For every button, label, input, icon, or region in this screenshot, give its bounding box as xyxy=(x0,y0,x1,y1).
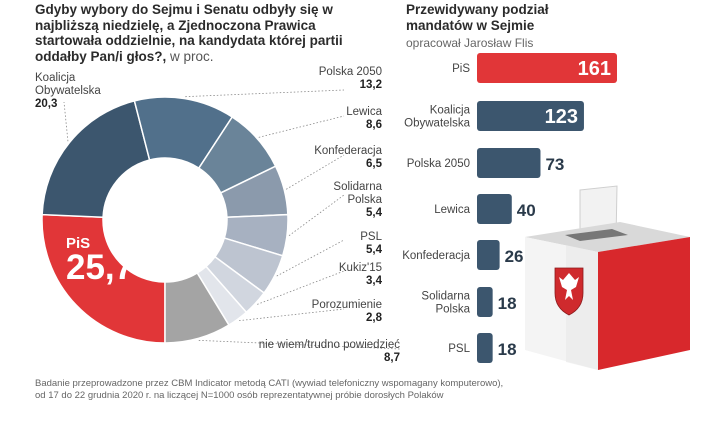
bar-pis xyxy=(477,53,617,83)
pie-label-value: 5,4 xyxy=(366,244,382,256)
bar-konfederacja xyxy=(477,240,500,270)
bar-chart: 161 PiS 123 Koalicja Obywatelska 73 Polska 205… xyxy=(402,53,617,363)
leader-line-konfederacja xyxy=(285,154,345,190)
pie-label-koalicja-obywatelska: Koalicja Obywatelska 20,3 xyxy=(35,72,101,111)
pie-label-psl: PSL 5,4 xyxy=(262,231,382,257)
pie-label-lewica: Lewica 8,6 xyxy=(262,106,382,132)
bar-category-lewica: Lewica xyxy=(434,204,470,216)
footnote-line2: od 17 do 22 grudnia 2020 r. na liczącej … xyxy=(35,389,444,401)
bar-category-solidarna-polska: Solidarna Polska xyxy=(421,291,470,316)
bar-value-polska-2050: 73 xyxy=(545,155,564,174)
pie-label-value: 8,6 xyxy=(366,119,382,131)
pie-label-value: 8,7 xyxy=(384,352,400,364)
leader-line-koalicja-obywatelska xyxy=(63,101,69,142)
pie-slice-nie-wiem-trudno-powiedzie xyxy=(164,271,230,344)
pie-label-kukiz-15: Kukiz'15 3,4 xyxy=(262,262,382,288)
pie-label-name: Solidarna xyxy=(333,181,382,193)
bar-category-polska-2050: Polska 2050 xyxy=(407,158,470,170)
leader-line-solidarna-polska xyxy=(288,194,345,236)
ballot-box-front-red xyxy=(598,237,690,370)
bar-value-lewica: 40 xyxy=(517,201,536,220)
pie-chart xyxy=(41,96,289,344)
footnote: Badanie przeprowadzone przez CBM Indicat… xyxy=(35,378,503,401)
bar-value-solidarna-polska: 18 xyxy=(498,294,517,313)
bar-koalicja-obywatelska xyxy=(477,101,584,131)
pie-label-value: 20,3 xyxy=(35,98,58,110)
bar-title-line2: mandatów w Sejmie xyxy=(406,17,535,33)
bar-value-pis: 161 xyxy=(578,58,611,80)
bar-chart-author: opracował Jarosław Flis xyxy=(406,36,534,50)
pie-label-solidarna-polska: Solidarna Polska 5,4 xyxy=(262,181,382,220)
ballot-box-illustration xyxy=(525,185,690,370)
footnote-line1: Badanie przeprowadzone przez CBM Indicat… xyxy=(35,378,504,389)
pie-chart-title: Gdyby wybory do Sejmu i Senatu odbyły si… xyxy=(35,2,365,64)
pie-unit-text: w proc. xyxy=(170,48,214,64)
pie-label-name: Polska xyxy=(347,194,382,206)
bar-value-konfederacja: 26 xyxy=(505,247,524,266)
pie-label-nie-wiem-trudno-powiedzie: nie wiem/trudno powiedzieć 8,7 xyxy=(192,339,400,365)
ballot-box-slot xyxy=(565,229,628,241)
pie-label-value: 13,2 xyxy=(359,79,382,91)
bar-title-line1: Przewidywany podział xyxy=(406,2,549,17)
bar-category-koalicja-obywatelska: Koalicja Obywatelska xyxy=(404,105,470,130)
leader-line-porozumienie xyxy=(239,308,345,322)
pie-label-konfederacja: Konfederacja 6,5 xyxy=(262,145,382,171)
pie-label-pis: PiS 25,7 xyxy=(66,236,134,285)
bar-category-pis: PiS xyxy=(452,63,470,75)
pie-label-name: Koalicja xyxy=(35,72,76,84)
pie-slice-pis xyxy=(41,213,166,344)
white-eagle-icon xyxy=(559,273,579,300)
leader-line-psl xyxy=(276,239,345,277)
pie-leader-lines xyxy=(63,89,401,350)
pie-label-name: Obywatelska xyxy=(35,85,101,97)
bar-chart-title: Przewidywany podział mandatów w Sejmie xyxy=(406,2,549,33)
bar-psl xyxy=(477,333,493,363)
leader-line-lewica xyxy=(258,115,345,138)
bar-value-koalicja-obywatelska: 123 xyxy=(545,106,578,128)
pie-label-value: 3,4 xyxy=(366,275,382,287)
pie-label-value: 5,4 xyxy=(366,207,382,219)
pie-label-name: Kukiz'15 xyxy=(338,262,382,274)
pie-label-value: 2,8 xyxy=(366,312,382,324)
pie-slice-koalicja-obywatelska xyxy=(41,99,151,219)
pie-label-value: 6,5 xyxy=(366,158,382,170)
bar-category-konfederacja: Konfederacja xyxy=(402,250,470,262)
pie-label-name: Polska 2050 xyxy=(318,66,382,78)
leader-line-kukiz-15 xyxy=(257,270,345,305)
pie-label-name: Lewica xyxy=(346,106,382,118)
bar-lewica xyxy=(477,194,512,224)
pie-label-polska-2050: Polska 2050 13,2 xyxy=(262,66,382,92)
bar-category-psl: PSL xyxy=(448,343,470,355)
pie-label-name: Porozumienie xyxy=(311,299,382,311)
pie-label-name: PSL xyxy=(360,231,382,243)
pie-label-name: Konfederacja xyxy=(314,145,382,157)
pie-label-value: 25,7 xyxy=(66,248,135,287)
pie-label-porozumienie: Porozumienie 2,8 xyxy=(262,299,382,325)
bar-solidarna-polska xyxy=(477,287,493,317)
pie-title-text: Gdyby wybory do Sejmu i Senatu odbyły si… xyxy=(35,2,343,64)
pie-label-name: nie wiem/trudno powiedzieć xyxy=(258,339,400,351)
bar-polska-2050 xyxy=(477,148,541,178)
bar-value-psl: 18 xyxy=(498,340,517,359)
pie-label-name: PiS xyxy=(66,235,91,252)
